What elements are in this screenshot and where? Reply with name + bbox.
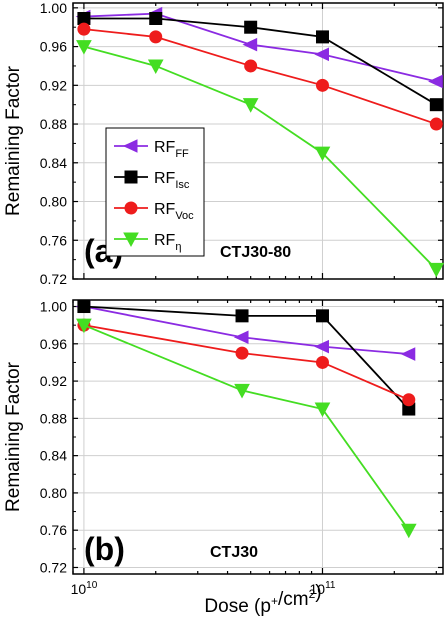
data-point-square bbox=[77, 300, 91, 314]
y-tick-label: 0.80 bbox=[40, 194, 67, 210]
data-point-square bbox=[429, 98, 443, 112]
data-point-triangle-left bbox=[233, 330, 249, 345]
data-point-circle bbox=[429, 117, 443, 131]
x-tick-label-base: 10 bbox=[310, 581, 326, 597]
data-point-triangle-left bbox=[400, 347, 416, 361]
legend-label: RFIsc bbox=[154, 170, 190, 191]
x-axis-label-superscript: + bbox=[271, 594, 278, 608]
legend-label-sub: FF bbox=[175, 148, 189, 160]
panel-a: 0.72 0.76 0.80 0.84 0.88 0.92 0.96 1.00 Remainin… bbox=[3, 0, 445, 287]
data-point-triangle-down bbox=[428, 262, 445, 278]
x-tick-label-base: 10 bbox=[71, 581, 87, 597]
series-line bbox=[83, 305, 409, 355]
y-tick-label: 0.76 bbox=[40, 522, 67, 538]
x-axis-label-text: /cm bbox=[278, 589, 309, 610]
panel-annotation: CTJ30-80 bbox=[220, 244, 291, 261]
data-point-triangle-left bbox=[428, 74, 443, 89]
data-point-triangle-down bbox=[314, 146, 331, 162]
legend-label-main: RF bbox=[154, 201, 176, 218]
data-point-triangle-down bbox=[123, 232, 139, 248]
data-point-square bbox=[244, 20, 258, 34]
data-point-circle bbox=[235, 346, 249, 360]
y-tick-label: 0.96 bbox=[40, 39, 67, 55]
data-point-triangle-left bbox=[122, 139, 138, 153]
y-tick-label: 0.76 bbox=[40, 232, 67, 248]
data-point-triangle-left bbox=[242, 37, 258, 52]
legend-box bbox=[105, 127, 205, 257]
legend-label-sub: Isc bbox=[175, 179, 190, 191]
x-axis-label: Dose (p+/cm2) bbox=[204, 582, 321, 617]
data-point-triangle-down bbox=[314, 402, 331, 418]
x-tick-label-exponent: 10 bbox=[86, 580, 98, 591]
x-tick-label-exponent: 11 bbox=[325, 580, 336, 591]
legend-label-main: RF bbox=[154, 170, 176, 187]
data-point-triangle-left bbox=[314, 339, 329, 354]
y-tick-label: 0.92 bbox=[40, 373, 67, 389]
y-tick-label: 0.72 bbox=[40, 559, 67, 575]
data-point-square bbox=[315, 309, 329, 323]
y-tick-label: 0.80 bbox=[40, 485, 67, 501]
data-point-circle bbox=[124, 201, 138, 215]
panel-label: (b) bbox=[84, 531, 125, 567]
series-line bbox=[83, 28, 437, 125]
x-tick-label: 1010 bbox=[71, 580, 98, 597]
data-point-square bbox=[315, 30, 329, 44]
data-point-triangle-down bbox=[242, 98, 259, 113]
x-axis-label-text: Dose (p bbox=[204, 596, 271, 617]
legend-label-sub: Voc bbox=[175, 210, 194, 222]
y-tick-label: 0.88 bbox=[40, 116, 67, 132]
legend-label-main: RF bbox=[154, 139, 176, 156]
data-point-circle bbox=[244, 59, 258, 73]
data-point-circle bbox=[315, 78, 329, 92]
data-point-circle bbox=[149, 30, 163, 44]
plot-frame bbox=[72, 2, 444, 280]
legend-label: RFFF bbox=[154, 139, 189, 160]
legend-label: RFη bbox=[154, 232, 181, 253]
legend-label-sub: η bbox=[175, 241, 181, 253]
y-tick-label: 0.92 bbox=[40, 77, 67, 93]
legend-label: RFVoc bbox=[154, 201, 194, 222]
data-point-square bbox=[149, 11, 163, 25]
data-point-circle bbox=[315, 355, 329, 369]
y-tick-label: 0.88 bbox=[40, 410, 67, 426]
data-point-square bbox=[235, 309, 249, 323]
data-point-square bbox=[124, 170, 138, 184]
series-line bbox=[83, 324, 410, 531]
series-line bbox=[83, 324, 410, 401]
y-tick-label: 0.84 bbox=[40, 155, 67, 171]
x-axis-label-text: ) bbox=[315, 582, 321, 603]
series-line bbox=[83, 305, 410, 410]
y-tick-label: 1.00 bbox=[40, 299, 67, 315]
data-point-triangle-down bbox=[400, 523, 417, 539]
y-tick-label: 0.72 bbox=[40, 271, 67, 287]
data-point-circle bbox=[402, 393, 416, 407]
data-point-triangle-left bbox=[314, 47, 329, 62]
y-tick-label: 0.84 bbox=[40, 448, 67, 464]
data-point-triangle-down bbox=[234, 383, 250, 399]
data-point-triangle-down bbox=[147, 59, 164, 75]
legend-label-main: RF bbox=[154, 232, 176, 249]
y-tick-label: 0.96 bbox=[40, 336, 67, 352]
y-axis-label: Remaining Factor bbox=[3, 361, 24, 512]
plot-frame bbox=[72, 299, 444, 575]
data-point-triangle-down bbox=[76, 318, 92, 334]
y-tick-label: 1.00 bbox=[40, 0, 67, 16]
panel-annotation: CTJ30 bbox=[210, 544, 258, 561]
y-axis-label: Remaining Factor bbox=[3, 65, 24, 216]
data-point-circle bbox=[77, 22, 91, 36]
data-point-triangle-down bbox=[76, 40, 92, 55]
x-axis-label-superscript: 2 bbox=[309, 587, 316, 601]
series-line bbox=[83, 12, 437, 83]
x-tick-label: 1011 bbox=[310, 580, 336, 597]
